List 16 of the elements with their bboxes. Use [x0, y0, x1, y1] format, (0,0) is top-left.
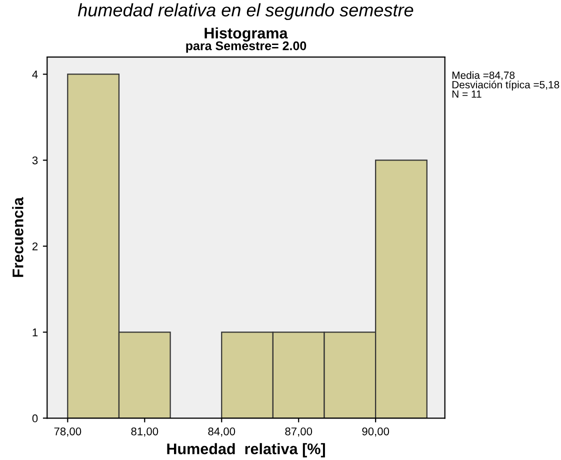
x-tick-label: 87,00 [285, 427, 312, 437]
text: Media =84,78 Desviación típica =5,18 N = 11 [452, 71, 560, 98]
y-tick-label: 2 [32, 242, 38, 250]
chart-title: Histograma [204, 27, 288, 42]
x-tick-label: 78,00 [54, 427, 82, 437]
x-axis-title: Humedad relativa [%] [167, 443, 325, 458]
y-tick-label: 1 [32, 328, 38, 336]
chart-subtitle: para Semestre= 2.00 [186, 41, 306, 53]
y-tick-label: 0 [32, 414, 38, 422]
x-tick-label: 84,00 [208, 427, 236, 437]
x-tick-label: 81,00 [131, 427, 158, 437]
y-tick-label: 4 [32, 70, 38, 78]
y-tick-label: 3 [32, 156, 38, 164]
text: humedad relativa en el segundo semestre [78, 3, 414, 20]
y-axis-title: Frecuencia [12, 197, 24, 277]
x-tick-label: 90,00 [362, 427, 390, 437]
